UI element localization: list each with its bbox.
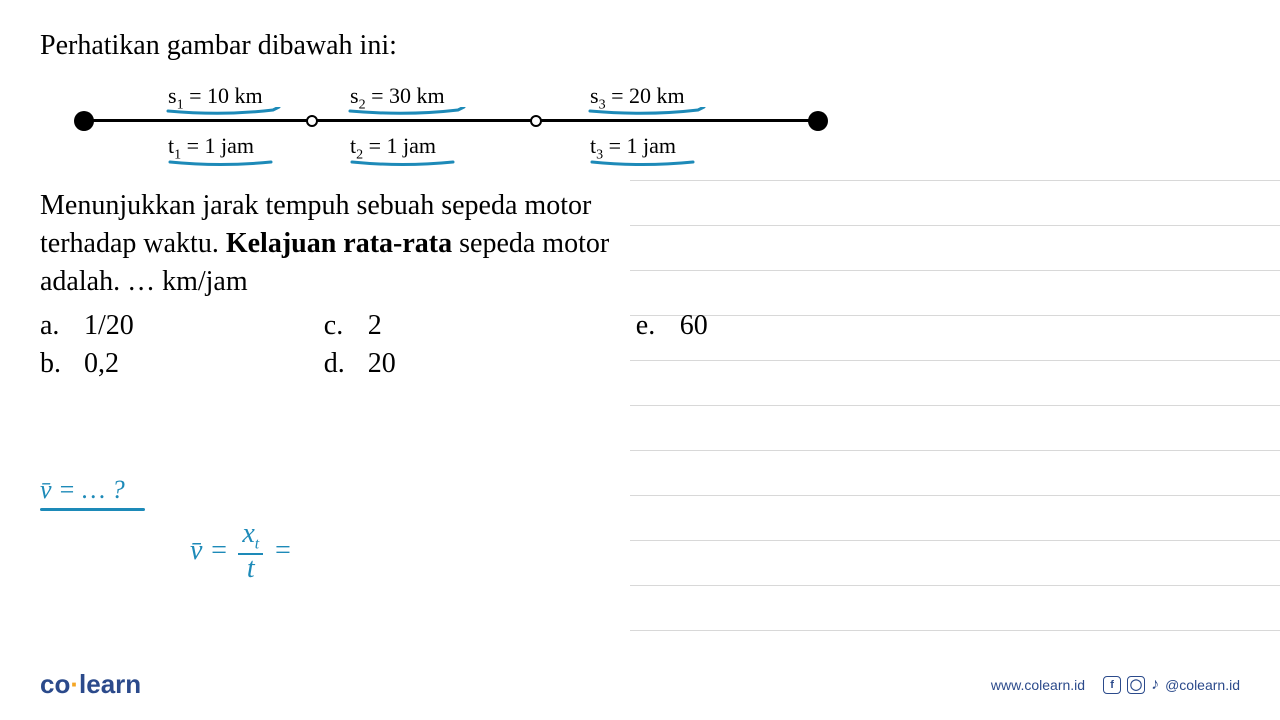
handwritten-formula-lhs: v̄ = (190, 535, 228, 567)
instruction-title: Perhatikan gambar dibawah ini: (40, 30, 1240, 62)
handwritten-fraction: xt t (238, 520, 263, 583)
footer-right: www.colearn.id f ◯ ♪ @colearn.id (991, 676, 1240, 694)
answer-option[interactable]: c.2 (324, 310, 396, 342)
option-text: 1/20 (84, 310, 134, 342)
answer-option[interactable]: d.20 (324, 348, 396, 380)
waypoint-dot (530, 115, 542, 127)
time-underline (350, 159, 455, 169)
instagram-icon: ◯ (1127, 676, 1145, 694)
distance-underline (166, 107, 281, 117)
option-letter: e. (636, 310, 680, 342)
ruled-line (630, 495, 1280, 496)
main-content: Perhatikan gambar dibawah ini: s1 = 10 k… (0, 0, 1280, 410)
brand-logo: co·learn (40, 669, 141, 700)
option-letter: d. (324, 348, 368, 380)
question-line2-bold: Kelajuan rata-rata (226, 228, 452, 259)
option-letter: a. (40, 310, 84, 342)
facebook-icon: f (1103, 676, 1121, 694)
handwritten-denominator: t (247, 555, 255, 583)
footer-url: www.colearn.id (991, 677, 1085, 693)
option-text: 60 (680, 310, 708, 342)
footer: co·learn www.colearn.id f ◯ ♪ @colearn.i… (40, 669, 1240, 700)
question-line2-post: sepeda motor (452, 228, 609, 259)
waypoint-dot (306, 115, 318, 127)
option-column: e.60 (636, 310, 708, 380)
answer-options: a.1/20b.0,2c.2d.20e.60 (40, 310, 1240, 380)
endpoint-dot (74, 111, 94, 131)
option-text: 0,2 (84, 348, 119, 380)
logo-part2: learn (79, 669, 141, 699)
endpoint-dot (808, 111, 828, 131)
option-column: c.2d.20 (324, 310, 396, 380)
ruled-line (630, 450, 1280, 451)
handwritten-unknown-underline (40, 508, 145, 511)
social-icons: f ◯ ♪ @colearn.id (1103, 676, 1240, 694)
option-column: a.1/20b.0,2 (40, 310, 134, 380)
motion-diagram: s1 = 10 kmt1 = 1 jams2 = 30 kmt2 = 1 jam… (60, 77, 820, 167)
ruled-line (630, 630, 1280, 631)
social-handle: @colearn.id (1165, 677, 1240, 693)
option-text: 20 (368, 348, 396, 380)
question-text: Menunjukkan jarak tempuh sebuah sepeda m… (40, 187, 1240, 300)
tiktok-icon: ♪ (1151, 676, 1159, 694)
handwritten-equals: = (273, 535, 292, 567)
option-letter: c. (324, 310, 368, 342)
time-underline (590, 159, 695, 169)
answer-option[interactable]: a.1/20 (40, 310, 134, 342)
answer-option[interactable]: b.0,2 (40, 348, 134, 380)
question-line3: adalah. … km/jam (40, 266, 248, 297)
answer-option[interactable]: e.60 (636, 310, 708, 342)
option-letter: b. (40, 348, 84, 380)
question-line1: Menunjukkan jarak tempuh sebuah sepeda m… (40, 190, 591, 221)
handwritten-unknown-text: v̄ = … ? (40, 475, 125, 504)
handwritten-unknown: v̄ = … ? (40, 475, 125, 505)
diagram-track-line (80, 119, 820, 122)
time-underline (168, 159, 273, 169)
logo-part1: co (40, 669, 70, 699)
question-line2-pre: terhadap waktu. (40, 228, 226, 259)
handwritten-formula: v̄ = xt t = (190, 520, 292, 583)
handwritten-numerator: xt (238, 520, 263, 555)
logo-dot: · (70, 669, 79, 699)
option-text: 2 (368, 310, 382, 342)
distance-underline (588, 107, 706, 117)
ruled-line (630, 585, 1280, 586)
ruled-line (630, 540, 1280, 541)
distance-underline (348, 107, 466, 117)
